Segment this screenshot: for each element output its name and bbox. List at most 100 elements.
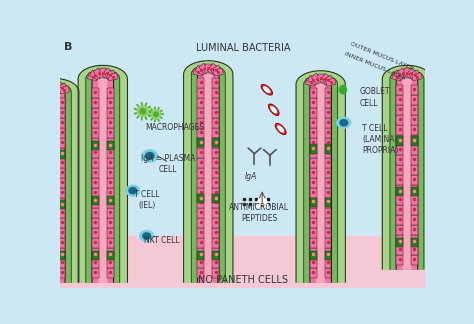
Bar xyxy=(411,195,418,205)
Bar xyxy=(212,168,219,178)
Bar xyxy=(411,136,418,146)
Ellipse shape xyxy=(137,106,148,117)
Bar xyxy=(107,198,114,208)
Bar xyxy=(198,251,204,260)
Bar xyxy=(212,248,219,258)
Bar xyxy=(198,198,204,208)
Bar xyxy=(198,238,204,248)
Bar xyxy=(325,198,331,207)
Polygon shape xyxy=(204,72,212,282)
Bar xyxy=(212,218,219,228)
Bar xyxy=(107,188,114,198)
Bar xyxy=(310,128,317,138)
Bar xyxy=(107,168,114,178)
Bar xyxy=(92,138,99,148)
Bar xyxy=(325,178,331,188)
Bar xyxy=(325,138,331,148)
Bar xyxy=(58,178,65,188)
Ellipse shape xyxy=(340,120,347,126)
Bar xyxy=(411,237,418,247)
Bar xyxy=(92,198,99,208)
Bar xyxy=(212,178,219,188)
Bar xyxy=(58,248,65,258)
Polygon shape xyxy=(271,107,276,113)
Bar xyxy=(396,225,403,235)
Polygon shape xyxy=(403,77,411,269)
Bar xyxy=(107,228,114,238)
Bar xyxy=(58,238,65,248)
Bar xyxy=(310,145,317,154)
Bar xyxy=(92,248,99,258)
Bar xyxy=(212,108,219,118)
Bar xyxy=(44,198,50,208)
Text: INNER MUCUS LAYER: INNER MUCUS LAYER xyxy=(344,51,406,80)
Bar xyxy=(198,138,204,147)
Polygon shape xyxy=(398,68,408,79)
Bar xyxy=(411,125,418,135)
Bar xyxy=(58,128,65,138)
Bar xyxy=(411,225,418,235)
Polygon shape xyxy=(92,73,114,282)
Bar xyxy=(325,148,331,158)
Bar xyxy=(198,188,204,198)
Bar xyxy=(310,98,317,108)
Bar xyxy=(44,149,50,159)
Bar xyxy=(58,228,65,238)
Polygon shape xyxy=(261,85,273,95)
Polygon shape xyxy=(304,75,337,282)
Bar xyxy=(61,236,425,288)
Bar xyxy=(92,218,99,228)
Polygon shape xyxy=(394,70,405,80)
Bar xyxy=(310,198,317,208)
Bar xyxy=(58,188,65,198)
Polygon shape xyxy=(37,83,71,282)
Bar xyxy=(396,125,403,135)
Polygon shape xyxy=(308,75,319,85)
Polygon shape xyxy=(392,73,402,81)
Bar xyxy=(44,118,50,128)
Bar xyxy=(212,258,219,268)
Bar xyxy=(212,78,219,88)
Bar xyxy=(212,88,219,98)
Ellipse shape xyxy=(142,150,157,162)
Bar xyxy=(325,108,331,118)
Bar xyxy=(411,135,418,145)
Bar xyxy=(325,218,331,228)
Bar xyxy=(411,175,418,185)
Bar xyxy=(198,148,204,158)
Polygon shape xyxy=(406,68,416,79)
Bar xyxy=(107,128,114,138)
Bar xyxy=(310,118,317,128)
Bar xyxy=(107,196,114,205)
Bar xyxy=(107,98,114,108)
Bar xyxy=(310,268,317,278)
Bar xyxy=(411,155,418,165)
Bar xyxy=(411,205,418,215)
Ellipse shape xyxy=(129,188,137,194)
Text: MACROPHAGES: MACROPHAGES xyxy=(145,123,204,132)
Bar xyxy=(310,158,317,168)
Text: NO PANETH CELLS: NO PANETH CELLS xyxy=(198,274,288,284)
Bar xyxy=(198,158,204,168)
Bar xyxy=(44,238,50,248)
Bar xyxy=(58,258,65,268)
Bar xyxy=(310,188,317,198)
Bar xyxy=(58,138,65,148)
Bar xyxy=(212,98,219,108)
Bar xyxy=(44,251,50,260)
Bar xyxy=(325,188,331,198)
Bar xyxy=(107,138,114,148)
Bar xyxy=(212,228,219,238)
Bar xyxy=(212,251,219,260)
Bar xyxy=(411,255,418,265)
Bar xyxy=(310,168,317,178)
Bar xyxy=(92,258,99,268)
Bar xyxy=(107,148,114,158)
Bar xyxy=(310,88,317,98)
Bar xyxy=(310,208,317,218)
Polygon shape xyxy=(51,81,57,91)
Bar xyxy=(198,138,204,148)
Bar xyxy=(310,218,317,228)
Bar xyxy=(396,95,403,105)
Bar xyxy=(325,248,331,258)
